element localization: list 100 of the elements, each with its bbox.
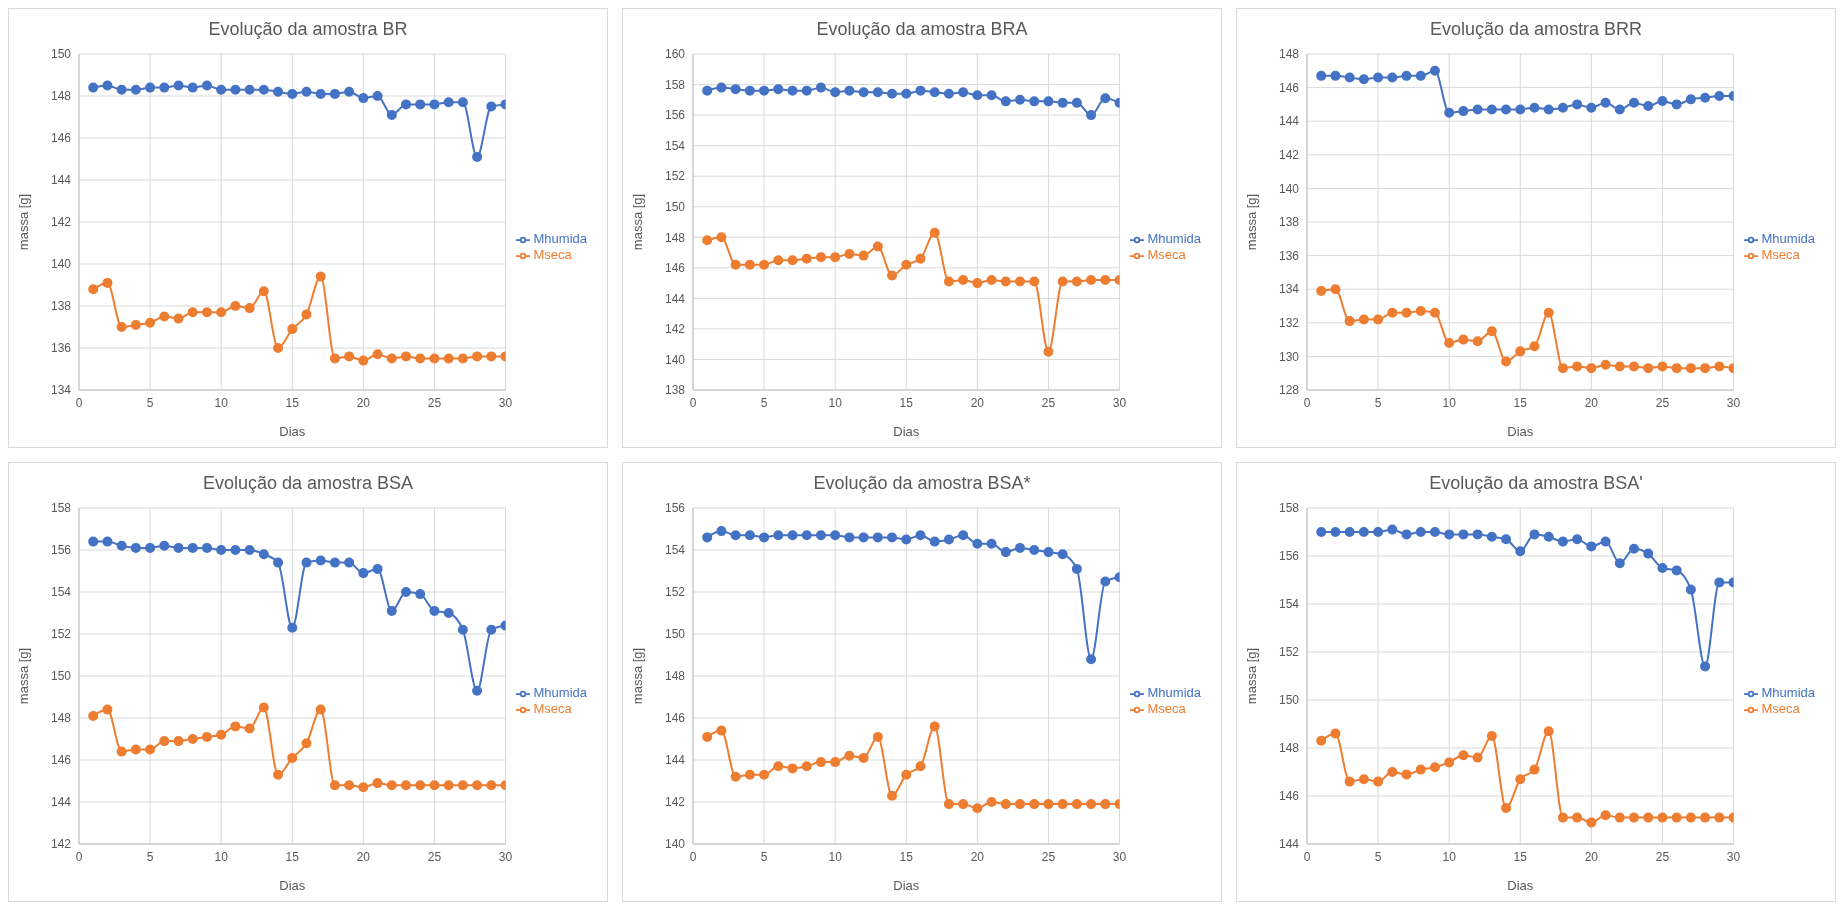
point bbox=[915, 761, 926, 772]
point bbox=[1029, 276, 1040, 287]
y-tick-label: 142 bbox=[1278, 148, 1300, 163]
point bbox=[372, 349, 383, 360]
y-tick-label: 156 bbox=[664, 501, 686, 516]
point bbox=[1671, 565, 1682, 576]
point bbox=[1643, 101, 1654, 112]
point bbox=[1572, 361, 1583, 372]
point bbox=[759, 259, 770, 270]
point bbox=[1429, 762, 1440, 773]
point bbox=[986, 538, 997, 549]
point bbox=[1100, 576, 1111, 587]
point bbox=[730, 84, 741, 95]
point bbox=[1714, 577, 1725, 588]
point bbox=[1515, 346, 1526, 357]
point bbox=[230, 545, 241, 555]
point bbox=[145, 744, 156, 755]
point bbox=[287, 622, 298, 633]
point bbox=[1472, 336, 1483, 347]
point bbox=[1586, 102, 1597, 113]
point bbox=[1086, 799, 1097, 810]
point bbox=[1316, 285, 1327, 296]
y-tick-label: 152 bbox=[50, 627, 72, 642]
y-tick-label: 128 bbox=[1278, 383, 1300, 398]
point bbox=[716, 82, 727, 93]
point bbox=[1358, 74, 1369, 85]
legend-label: Mhumida bbox=[533, 685, 587, 701]
chart-title: Evolução da amostra BSA bbox=[201, 472, 415, 495]
point bbox=[429, 780, 440, 791]
y-tick-label: 142 bbox=[50, 837, 72, 852]
x-axis-title: Dias bbox=[1507, 424, 1534, 439]
point bbox=[102, 277, 113, 288]
point bbox=[1057, 799, 1068, 810]
y-tick-label: 134 bbox=[50, 383, 72, 398]
point bbox=[972, 538, 983, 549]
legend-label: Mseca bbox=[1147, 247, 1186, 262]
point bbox=[1316, 735, 1327, 746]
point bbox=[273, 557, 284, 568]
point bbox=[358, 355, 369, 366]
x-tick-label: 5 bbox=[760, 395, 768, 410]
y-tick-label: 146 bbox=[664, 261, 686, 276]
legend-label: Mhumida bbox=[1147, 685, 1201, 701]
point bbox=[844, 750, 855, 761]
point bbox=[1057, 97, 1068, 108]
point bbox=[187, 82, 198, 93]
point bbox=[443, 353, 454, 364]
x-tick-label: 0 bbox=[689, 849, 697, 864]
point bbox=[1458, 334, 1469, 345]
point bbox=[1714, 91, 1725, 101]
y-tick-label: 132 bbox=[1278, 316, 1300, 331]
y-tick-label: 148 bbox=[50, 711, 72, 726]
point bbox=[901, 259, 912, 270]
point bbox=[358, 568, 369, 579]
point bbox=[1486, 731, 1497, 741]
point bbox=[702, 85, 713, 96]
point bbox=[1529, 529, 1540, 540]
point bbox=[929, 87, 940, 98]
point bbox=[415, 589, 426, 600]
point bbox=[1387, 767, 1398, 777]
point bbox=[258, 84, 269, 95]
point bbox=[244, 545, 255, 555]
point bbox=[1444, 107, 1455, 118]
y-tick-label: 138 bbox=[50, 299, 72, 314]
point bbox=[1344, 527, 1355, 537]
y-tick-label: 158 bbox=[664, 77, 686, 92]
point bbox=[301, 86, 312, 97]
point bbox=[1373, 314, 1384, 325]
point bbox=[972, 803, 983, 814]
point bbox=[1543, 307, 1554, 318]
point bbox=[1401, 529, 1412, 540]
point bbox=[1029, 799, 1040, 810]
x-tick-label: 25 bbox=[1041, 395, 1056, 410]
legend-label: Mseca bbox=[533, 247, 572, 262]
point bbox=[1671, 812, 1682, 823]
point bbox=[401, 587, 412, 597]
point bbox=[1472, 752, 1483, 763]
x-tick-label: 10 bbox=[828, 395, 843, 410]
x-axis-title: Dias bbox=[893, 424, 920, 439]
point bbox=[1015, 94, 1026, 105]
point bbox=[386, 353, 397, 364]
point bbox=[1358, 314, 1369, 325]
x-tick-label: 0 bbox=[1303, 395, 1311, 410]
y-tick-label: 146 bbox=[1278, 789, 1300, 804]
point bbox=[1071, 276, 1082, 287]
point bbox=[1657, 361, 1668, 372]
point bbox=[1415, 306, 1426, 317]
point bbox=[1685, 363, 1696, 374]
x-tick-label: 5 bbox=[146, 849, 154, 864]
point bbox=[1458, 750, 1469, 761]
point bbox=[258, 286, 269, 297]
point bbox=[173, 542, 184, 553]
point bbox=[472, 780, 483, 791]
point bbox=[1100, 799, 1111, 810]
point bbox=[472, 351, 483, 362]
point bbox=[1629, 812, 1640, 823]
point bbox=[872, 87, 883, 98]
x-axis-title: Dias bbox=[893, 878, 920, 893]
y-tick-label: 152 bbox=[664, 169, 686, 184]
point bbox=[187, 307, 198, 318]
point bbox=[88, 536, 99, 547]
